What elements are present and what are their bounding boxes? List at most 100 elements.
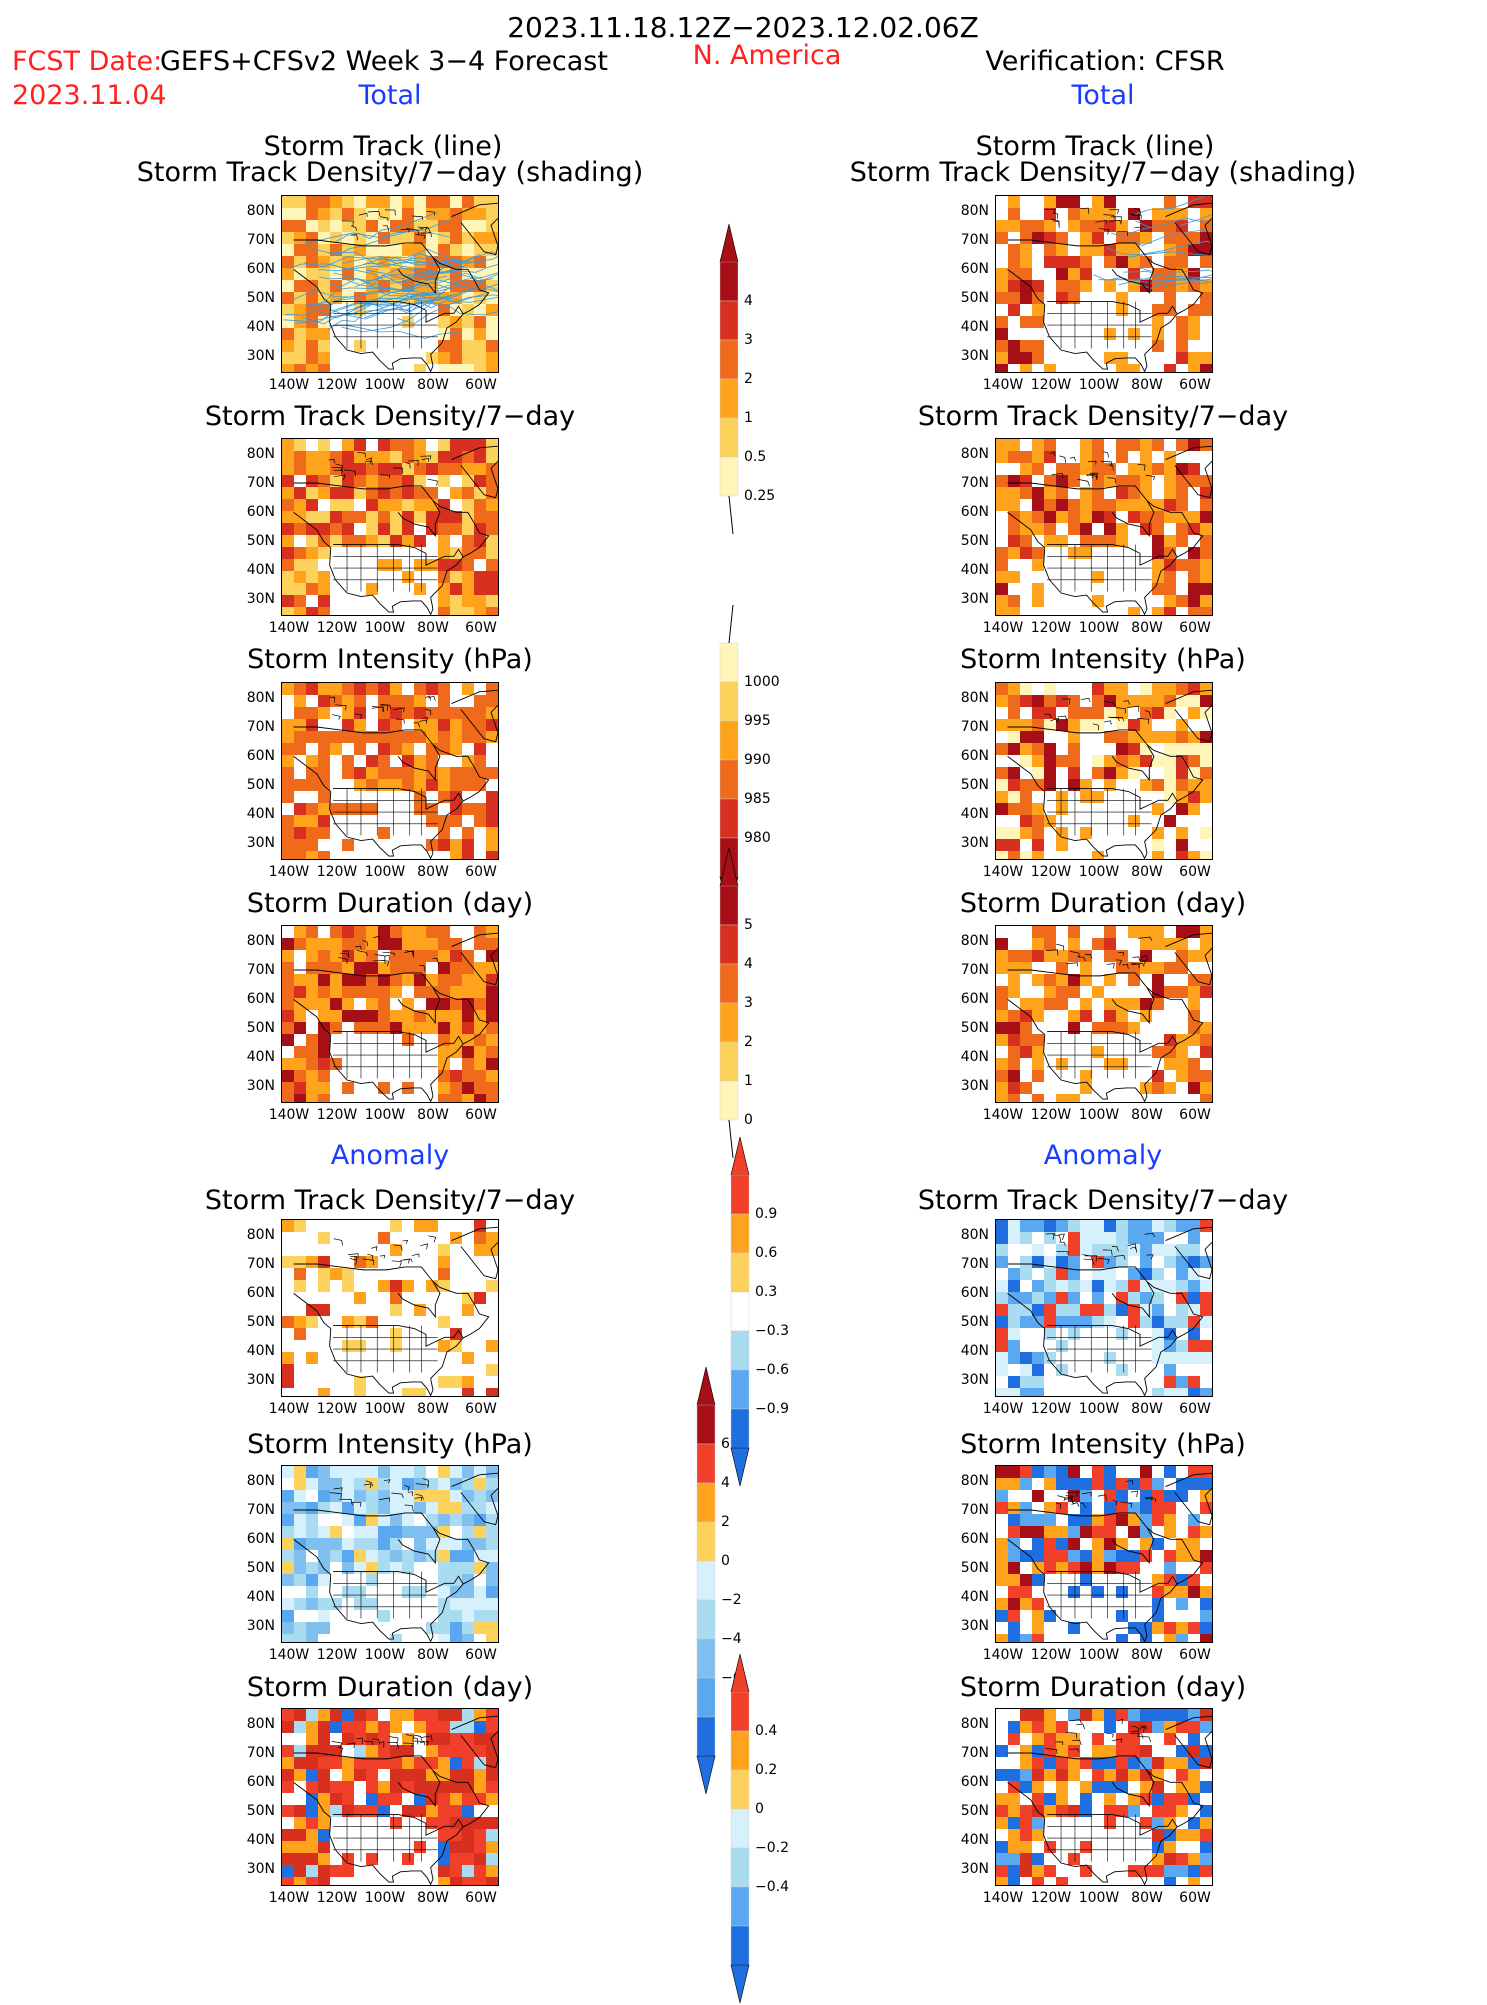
grid-cell xyxy=(1104,196,1116,208)
grid-cell xyxy=(402,463,414,475)
grid-cell xyxy=(474,196,486,208)
grid-cell xyxy=(450,1010,462,1022)
grid-cell xyxy=(450,1490,462,1502)
grid-cell xyxy=(1152,755,1164,767)
grid-cell xyxy=(1116,1490,1128,1502)
grid-cell xyxy=(294,1769,306,1781)
grid-cell xyxy=(486,1526,498,1538)
grid-cell xyxy=(306,731,318,743)
grid-cell xyxy=(1044,719,1056,731)
title-track-shading-fcst: Storm Track Density/7−day (shading) xyxy=(136,157,644,188)
grid-cell xyxy=(1080,208,1092,220)
grid-cell xyxy=(450,1841,462,1853)
grid-cell xyxy=(390,523,402,535)
grid-cell xyxy=(306,364,318,372)
colorbar-swatch xyxy=(719,720,739,761)
grid-cell xyxy=(294,1022,306,1034)
grid-cell xyxy=(426,1622,438,1634)
colorbar-label: 0.2 xyxy=(755,1762,778,1778)
colorbar-label: −0.9 xyxy=(755,1401,789,1417)
island xyxy=(1130,1730,1139,1737)
grid-cell xyxy=(402,439,414,451)
lon-tick-label: 100W xyxy=(364,1890,406,1906)
lat-tick-label: 60N xyxy=(246,261,275,277)
grid-cell xyxy=(1008,1598,1020,1610)
grid-cell xyxy=(402,1502,414,1514)
grid-cell xyxy=(486,815,498,827)
grid-cell xyxy=(1080,974,1092,986)
grid-cell xyxy=(438,1562,450,1574)
grid-cell xyxy=(294,292,306,304)
grid-cell xyxy=(474,803,486,815)
grid-cell xyxy=(318,1232,330,1244)
grid-cell xyxy=(450,1805,462,1817)
state-borders xyxy=(333,788,438,836)
grid-cell xyxy=(1152,340,1164,352)
grid-cell xyxy=(450,208,462,220)
grid-cell xyxy=(378,523,390,535)
colorbar-tail xyxy=(728,495,734,535)
grid-cell xyxy=(1032,340,1044,352)
island xyxy=(1103,451,1109,458)
grid-cell xyxy=(318,1733,330,1745)
grid-cell xyxy=(294,607,306,615)
island xyxy=(380,704,391,709)
title-density-obs: Storm Track Density/7−day xyxy=(917,401,1289,432)
grid-cell xyxy=(1116,1586,1128,1598)
colorbar-swatch xyxy=(719,261,739,302)
grid-cell xyxy=(1044,1562,1056,1574)
grid-cell xyxy=(294,1598,306,1610)
grid-cell xyxy=(282,1841,294,1853)
grid-cell xyxy=(996,1232,1008,1244)
grid-cell xyxy=(1200,439,1212,451)
grid-cell xyxy=(474,463,486,475)
grid-cell xyxy=(1020,340,1032,352)
grid-cell xyxy=(402,926,414,938)
grid-cell xyxy=(1056,950,1068,962)
density-anom-bar xyxy=(730,1136,750,1487)
grid-cell xyxy=(1104,1502,1116,1514)
grid-cell xyxy=(1152,1316,1164,1328)
hudson-bay-coast xyxy=(1111,500,1155,538)
colorbar-label: 0.25 xyxy=(744,488,776,504)
grid-cell xyxy=(1068,1733,1080,1745)
island xyxy=(1110,216,1122,223)
lon-tick-label: 140W xyxy=(268,1647,310,1663)
grid-cell xyxy=(438,280,450,292)
grid-cell xyxy=(438,950,450,962)
grid-cell xyxy=(1176,256,1188,268)
grid-cell xyxy=(282,1757,294,1769)
grid-cell xyxy=(306,1745,318,1757)
grid-cell xyxy=(342,719,354,731)
grid-cell xyxy=(1140,926,1152,938)
grid-cell xyxy=(1176,1034,1188,1046)
grid-cell xyxy=(1128,1769,1140,1781)
grid-cell xyxy=(294,1010,306,1022)
grid-cell xyxy=(318,1598,330,1610)
grid-cell xyxy=(1092,1538,1104,1550)
grid-cell xyxy=(1080,1781,1092,1793)
grid-cell xyxy=(996,1070,1008,1082)
grid-cell xyxy=(1152,1853,1164,1865)
island xyxy=(404,950,415,955)
grid-cell xyxy=(282,535,294,547)
grid-cell xyxy=(342,1514,354,1526)
grid-cell xyxy=(1104,1058,1116,1070)
grid-cell xyxy=(1008,1853,1020,1865)
colorbar-label: 980 xyxy=(744,830,771,846)
grid-cell xyxy=(1056,827,1068,839)
grid-cell xyxy=(1188,352,1200,364)
grid-cell xyxy=(426,196,438,208)
grid-cell xyxy=(390,1793,402,1805)
grid-cell xyxy=(1128,1478,1140,1490)
grid-cell xyxy=(1020,755,1032,767)
grid-cell xyxy=(1188,607,1200,615)
grid-cell xyxy=(1152,986,1164,998)
grid-cell xyxy=(1116,743,1128,755)
lat-tick-label: 80N xyxy=(960,446,989,462)
anomaly-label-left: Anomaly xyxy=(330,1140,450,1171)
grid-cell xyxy=(438,1829,450,1841)
grid-cell xyxy=(342,1340,354,1352)
colorbar-arrow-bottom xyxy=(730,1964,750,2004)
lon-tick-label: 80W xyxy=(1131,1107,1163,1123)
